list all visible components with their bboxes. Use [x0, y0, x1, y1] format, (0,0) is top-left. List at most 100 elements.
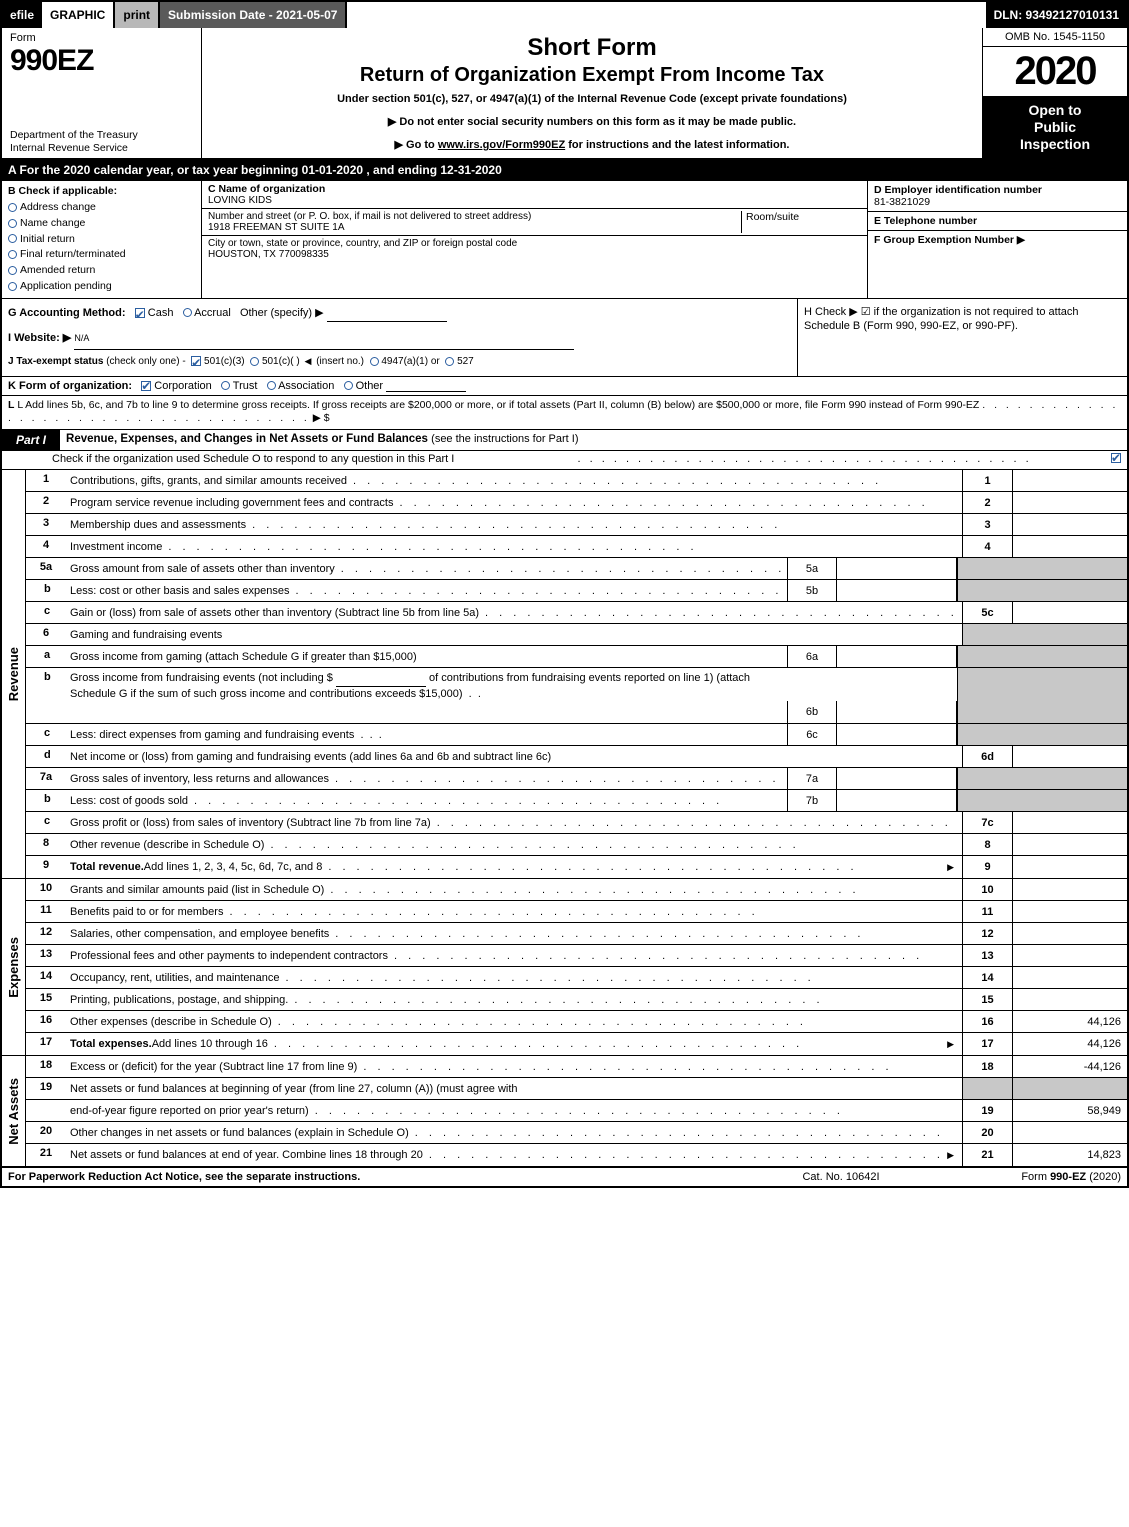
addr-label: Number and street (or P. O. box, if mail… [208, 211, 741, 222]
501c3-checkbox[interactable] [191, 356, 201, 366]
other-org-input[interactable] [386, 391, 466, 392]
ein-label: D Employer identification number [874, 184, 1121, 196]
schedule-o-check-line: Check if the organization used Schedule … [2, 451, 1127, 470]
section-b-header: B Check if applicable: [8, 185, 117, 197]
section-h: H Check ▶ ☑ if the organization is not r… [797, 299, 1127, 376]
line-3: 3 Membership dues and assessments. . . .… [26, 514, 1127, 536]
dln-label: DLN: 93492127010131 [986, 2, 1127, 28]
net-assets-section: Net Assets 18 Excess or (deficit) for th… [2, 1056, 1127, 1168]
ghi-left: G Accounting Method: Cash Accrual Other … [2, 299, 797, 376]
line-11: 11 Benefits paid to or for members. . . … [26, 901, 1127, 923]
trust-radio[interactable] [221, 381, 230, 390]
schedule-o-checkbox[interactable] [1111, 453, 1121, 463]
other-radio[interactable] [344, 381, 353, 390]
association-radio[interactable] [267, 381, 276, 390]
under-section: Under section 501(c), 527, or 4947(a)(1)… [212, 93, 972, 105]
line-13: 13 Professional fees and other payments … [26, 945, 1127, 967]
line-7b: b Less: cost of goods sold. . . . . . . … [26, 790, 1127, 812]
revenue-section: Revenue 1 Contributions, gifts, grants, … [2, 470, 1127, 879]
city-label: City or town, state or province, country… [208, 238, 861, 249]
line-19-top: 19 Net assets or fund balances at beginn… [26, 1078, 1127, 1100]
cash-checkbox[interactable] [135, 308, 145, 318]
irs-link[interactable]: www.irs.gov/Form990EZ [438, 139, 565, 151]
line-7c: c Gross profit or (loss) from sales of i… [26, 812, 1127, 834]
top-bar: efile GRAPHIC print Submission Date - 20… [2, 2, 1127, 28]
line-6c: c Less: direct expenses from gaming and … [26, 724, 1127, 746]
dept-irs: Internal Revenue Service [10, 142, 128, 154]
line-10: 10 Grants and similar amounts paid (list… [26, 879, 1127, 901]
ein-value: 81-3821029 [874, 196, 1121, 208]
dept-treasury: Department of the Treasury [10, 129, 138, 141]
tax-year: 2020 [983, 47, 1127, 96]
527-radio[interactable] [445, 357, 454, 366]
website-value: N/A [74, 330, 574, 350]
goto-instructions: ▶ Go to www.irs.gov/Form990EZ for instru… [212, 138, 972, 151]
line-19-bottom: end-of-year figure reported on prior yea… [26, 1100, 1127, 1122]
return-title: Return of Organization Exempt From Incom… [212, 64, 972, 87]
part-1-label: Part I [2, 430, 60, 450]
4947-radio[interactable] [370, 357, 379, 366]
line-5b: b Less: cost or other basis and sales ex… [26, 580, 1127, 602]
opt-initial-return[interactable]: Initial return [8, 232, 195, 248]
opt-name-change[interactable]: Name change [8, 216, 195, 232]
org-name-label: C Name of organization [208, 183, 325, 195]
section-b: B Check if applicable: Address change Na… [2, 181, 202, 297]
line-21: 21 Net assets or fund balances at end of… [26, 1144, 1127, 1166]
corporation-checkbox[interactable] [141, 381, 151, 391]
part-1-header: Part I Revenue, Expenses, and Changes in… [2, 430, 1127, 451]
line-12: 12 Salaries, other compensation, and emp… [26, 923, 1127, 945]
tax-year-bar: A For the 2020 calendar year, or tax yea… [2, 160, 1127, 181]
section-c: C Name of organization LOVING KIDS Numbe… [202, 181, 867, 297]
form-word: Form [10, 32, 193, 44]
section-l: L L Add lines 5b, 6c, and 7b to line 9 t… [2, 396, 1127, 430]
expenses-vertical-label: Expenses [2, 879, 26, 1055]
line-7a: 7a Gross sales of inventory, less return… [26, 768, 1127, 790]
telephone-label: E Telephone number [874, 215, 1121, 227]
contrib-amount-input[interactable] [336, 686, 426, 687]
line-4: 4 Investment income. . . . . . . . . . .… [26, 536, 1127, 558]
opt-amended-return[interactable]: Amended return [8, 263, 195, 279]
accounting-method-line: G Accounting Method: Cash Accrual Other … [8, 305, 791, 323]
line-18: 18 Excess or (deficit) for the year (Sub… [26, 1056, 1127, 1078]
department-label: Department of the Treasury Internal Reve… [10, 129, 193, 154]
line-1: 1 Contributions, gifts, grants, and simi… [26, 470, 1127, 492]
opt-final-return[interactable]: Final return/terminated [8, 247, 195, 263]
tax-exempt-status-line: J Tax-exempt status (check only one) - 5… [8, 354, 791, 370]
header-right: OMB No. 1545-1150 2020 Open to Public In… [982, 28, 1127, 158]
section-g-h-i-j: G Accounting Method: Cash Accrual Other … [2, 299, 1127, 377]
other-specify-input[interactable] [327, 321, 447, 322]
room-suite-label: Room/suite [741, 211, 861, 233]
line-5a: 5a Gross amount from sale of assets othe… [26, 558, 1127, 580]
print-button[interactable]: print [115, 2, 158, 28]
header-left: Form 990EZ Department of the Treasury In… [2, 28, 202, 158]
efile-label: efile [2, 2, 42, 28]
line-9: 9 Total revenue. Add lines 1, 2, 3, 4, 5… [26, 856, 1127, 878]
submission-date: Submission Date - 2021-05-07 [158, 2, 347, 28]
city-state-zip: HOUSTON, TX 770098335 [208, 249, 861, 260]
section-d-e-f: D Employer identification number 81-3821… [867, 181, 1127, 297]
short-form-title: Short Form [212, 34, 972, 62]
accrual-radio[interactable] [183, 308, 192, 317]
paperwork-notice: For Paperwork Reduction Act Notice, see … [8, 1171, 741, 1183]
org-name: LOVING KIDS [208, 195, 861, 206]
form-number: 990EZ [10, 44, 193, 78]
opt-address-change[interactable]: Address change [8, 200, 195, 216]
line-6: 6 Gaming and fundraising events [26, 624, 1127, 646]
omb-number: OMB No. 1545-1150 [983, 28, 1127, 47]
expenses-section: Expenses 10 Grants and similar amounts p… [2, 879, 1127, 1056]
line-15: 15 Printing, publications, postage, and … [26, 989, 1127, 1011]
section-k: K Form of organization: Corporation Trus… [2, 377, 1127, 396]
line-14: 14 Occupancy, rent, utilities, and maint… [26, 967, 1127, 989]
revenue-vertical-label: Revenue [2, 470, 26, 878]
line-6b: b Gross income from fundraising events (… [26, 668, 1127, 724]
form-ref: Form 990-EZ (2020) [941, 1171, 1121, 1183]
schedule-b-check: H Check ▶ ☑ if the organization is not r… [804, 305, 1121, 334]
501c-radio[interactable] [250, 357, 259, 366]
line-6d: d Net income or (loss) from gaming and f… [26, 746, 1127, 768]
catalog-number: Cat. No. 10642I [741, 1171, 941, 1183]
entity-info-grid: B Check if applicable: Address change Na… [2, 181, 1127, 298]
topbar-spacer [347, 2, 985, 28]
line-8: 8 Other revenue (describe in Schedule O)… [26, 834, 1127, 856]
part-1-title: Revenue, Expenses, and Changes in Net As… [60, 430, 1127, 450]
opt-application-pending[interactable]: Application pending [8, 279, 195, 295]
